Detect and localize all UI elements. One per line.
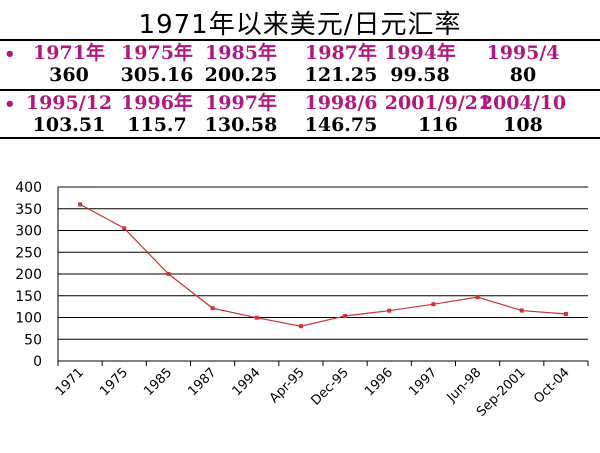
- cell-label: 1995/12: [25, 92, 113, 114]
- cell-value: 99.58: [390, 64, 450, 86]
- cell-value: 360: [49, 64, 89, 86]
- table-cell: 1995/12 103.51: [14, 92, 124, 136]
- x-tick-label: 1994: [230, 365, 264, 399]
- x-tick-label: Sep-2001: [474, 365, 529, 420]
- cell-label: 1997年: [205, 92, 277, 114]
- cell-value: 146.75: [304, 114, 378, 136]
- x-tick-label: Apr-95: [267, 365, 308, 406]
- data-point: [166, 271, 171, 276]
- x-tick-label: Dec-95: [309, 365, 352, 408]
- data-point: [343, 313, 348, 318]
- line-chart: 0 50 100 150 200 250 300 350 400 1971 1975 1985 1987…: [0, 170, 600, 449]
- y-tick-label: 200: [15, 267, 42, 283]
- table-cell: 2001/9/21 116: [378, 92, 498, 136]
- cell-value: 116: [418, 114, 458, 136]
- chart-svg: 0 50 100 150 200 250 300 350 400 1971 1975 1985 1987…: [15, 180, 589, 420]
- data-point: [563, 312, 568, 317]
- cell-value: 305.16: [120, 64, 194, 86]
- table-cell: 1996年 115.7: [102, 92, 212, 136]
- x-tick-label: 1975: [97, 365, 131, 399]
- y-tick-label: 350: [15, 202, 42, 218]
- data-point: [298, 324, 303, 329]
- cell-value: 121.25: [304, 64, 378, 86]
- data-point: [475, 295, 480, 300]
- series-line: [79, 203, 566, 327]
- cell-label: 1985年: [205, 42, 277, 64]
- data-point: [519, 308, 524, 313]
- table-cell: 1995/4 80: [468, 42, 578, 86]
- cell-label: 1995/4: [486, 42, 560, 64]
- x-tick-label: Jun-98: [444, 365, 485, 406]
- data-point: [210, 306, 215, 311]
- rate-table-row-1: • 1971年 360 1975年 305.16 1985年 200.25 19…: [0, 39, 600, 86]
- cell-label: 1998/6: [304, 92, 378, 114]
- data-point: [387, 308, 392, 313]
- table-cell: 1994年 99.58: [365, 42, 475, 86]
- y-tick-label: 300: [15, 224, 42, 240]
- table-cell: 2004/10 108: [468, 92, 578, 136]
- table-cell: 1987年 121.25: [286, 42, 396, 86]
- cell-label: 1975年: [121, 42, 193, 64]
- cell-value: 80: [509, 64, 537, 86]
- bullet-icon: •: [4, 94, 16, 115]
- y-tick-label: 0: [33, 354, 42, 370]
- cell-value: 108: [503, 114, 543, 136]
- cell-label: 1987年: [305, 42, 377, 64]
- cell-label: 2004/10: [479, 92, 567, 114]
- table-cell: 1998/6 146.75: [286, 92, 396, 136]
- table-cell: 1997年 130.58: [186, 92, 296, 136]
- x-tick-label: 1971: [53, 365, 87, 399]
- cell-value: 103.51: [32, 114, 106, 136]
- x-tick-label: 1996: [362, 365, 396, 399]
- table-cell: 1985年 200.25: [186, 42, 296, 86]
- data-point: [78, 202, 83, 207]
- data-point: [122, 226, 127, 231]
- x-tick-label: 1987: [185, 365, 219, 399]
- data-point: [254, 315, 259, 320]
- y-tick-label: 250: [15, 245, 42, 261]
- cell-label: 1971年: [33, 42, 105, 64]
- cell-label: 1994年: [384, 42, 456, 64]
- cell-value: 115.7: [127, 114, 187, 136]
- data-point: [431, 302, 436, 307]
- y-tick-label: 50: [24, 332, 42, 348]
- x-tick-label: Oct-04: [531, 365, 573, 407]
- bullet-icon: •: [4, 44, 16, 65]
- cell-label: 2001/9/21: [384, 92, 492, 114]
- table-cell: 1975年 305.16: [102, 42, 212, 86]
- y-tick-label: 150: [15, 289, 42, 305]
- x-tick-label: 1985: [141, 365, 175, 399]
- cell-value: 130.58: [204, 114, 278, 136]
- page-title: 1971年以来美元/日元汇率: [138, 10, 462, 40]
- y-tick-label: 100: [15, 311, 42, 327]
- cell-label: 1996年: [121, 92, 193, 114]
- x-tick-label: 1997: [406, 365, 440, 399]
- rate-table-row-2: • 1995/12 103.51 1996年 115.7 1997年 130.5…: [0, 89, 600, 139]
- y-tick-label: 400: [15, 180, 42, 196]
- cell-value: 200.25: [204, 64, 278, 86]
- table-cell: 1971年 360: [14, 42, 124, 86]
